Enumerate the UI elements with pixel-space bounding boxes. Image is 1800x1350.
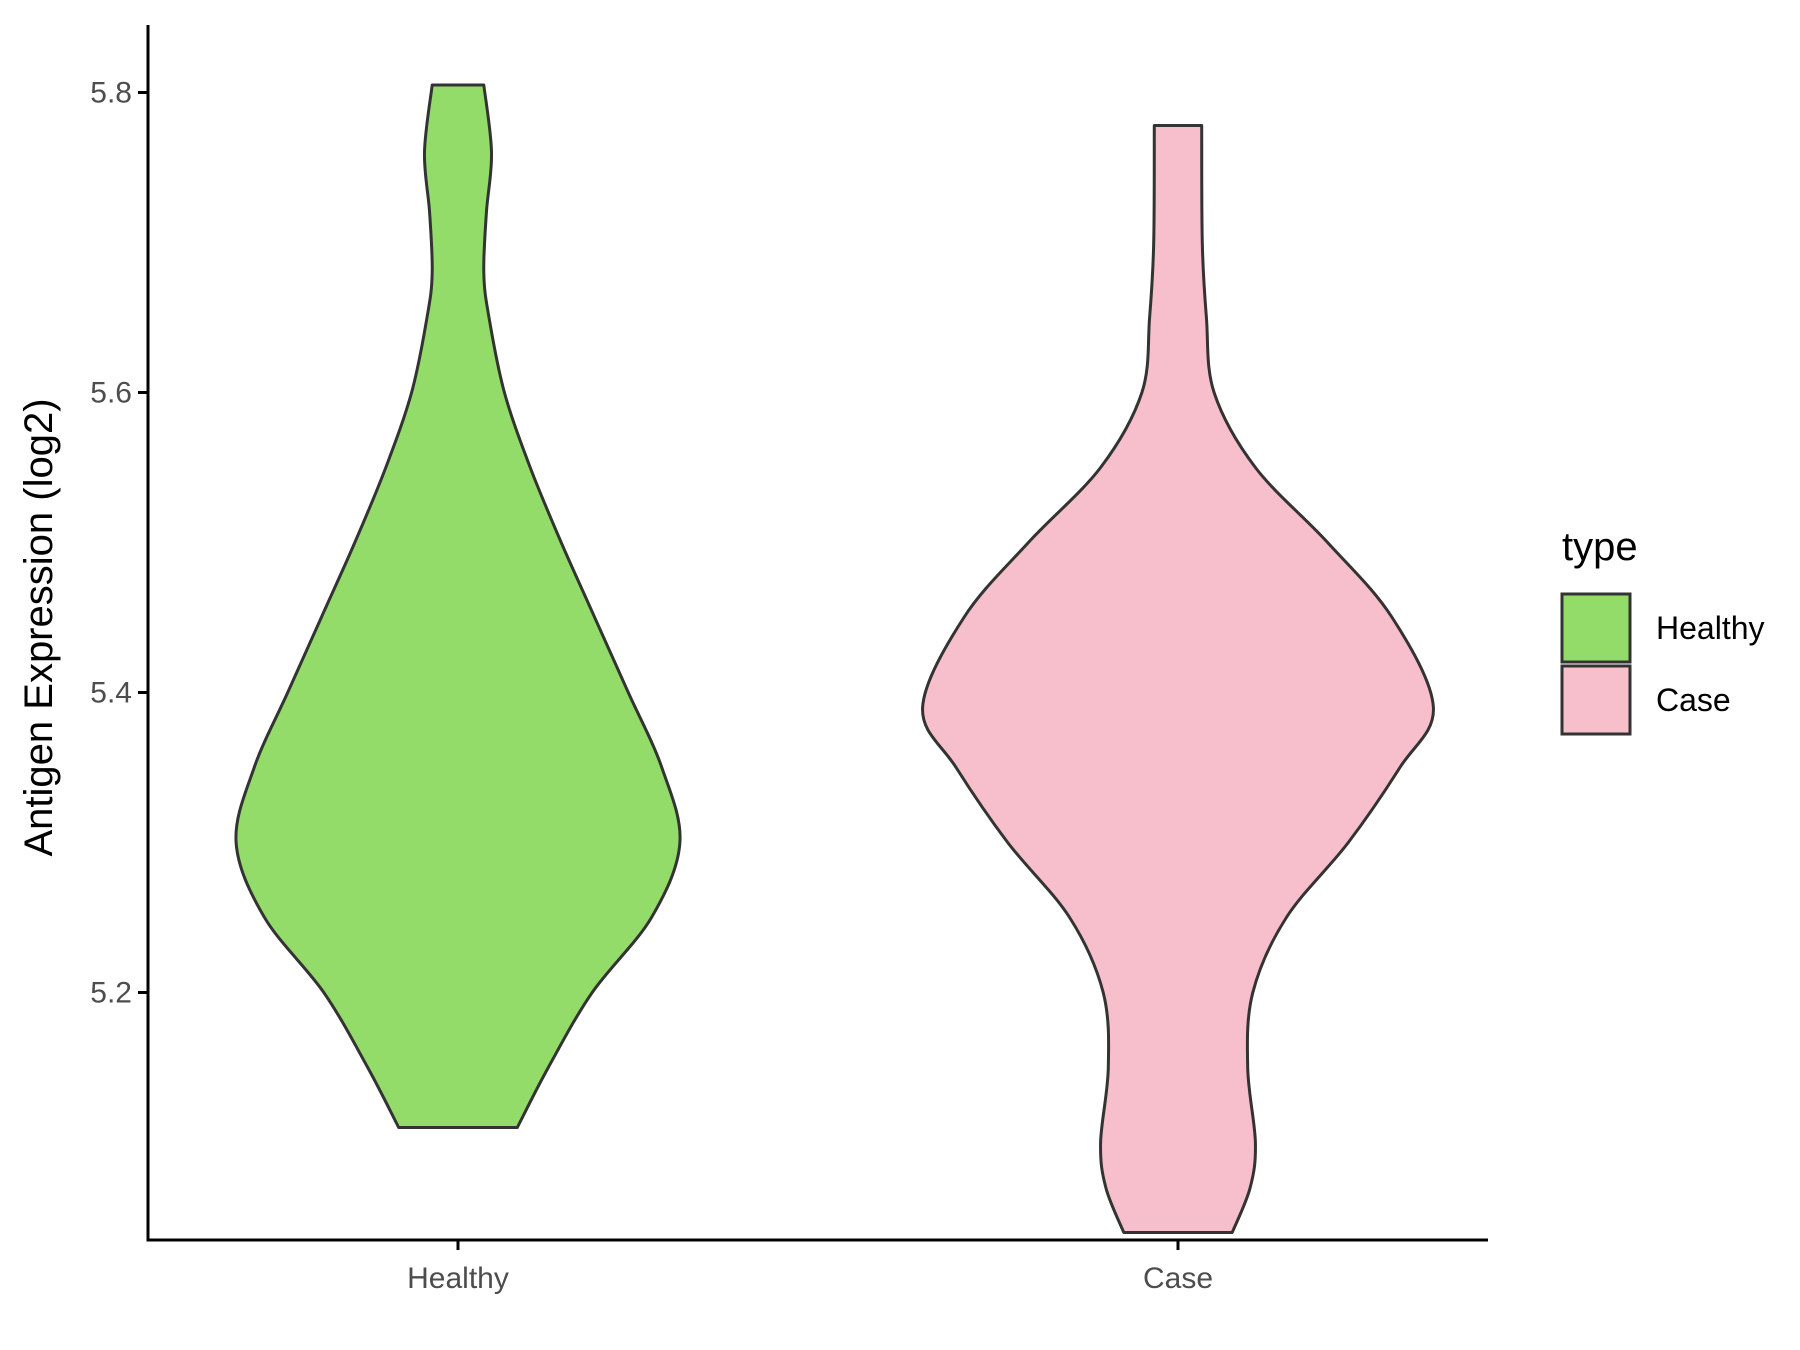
legend-key-healthy [1560, 592, 1632, 664]
violin-case [921, 124, 1435, 1234]
y-tick-label: 5.8 [90, 77, 132, 110]
y-tick-label: 5.4 [90, 677, 132, 710]
legend-title: type [1562, 525, 1638, 569]
y-tick-label: 5.2 [90, 977, 132, 1010]
legend: type Healthy Case [1560, 525, 1765, 736]
plot-area [234, 83, 1435, 1234]
violin-healthy [234, 83, 682, 1129]
axes: Antigen Expression (log2) 5.2 5.4 5.6 5.8 He… [17, 25, 1488, 1295]
x-tick-label: Healthy [407, 1262, 509, 1295]
legend-key-case [1560, 664, 1632, 736]
legend-label-healthy: Healthy [1656, 610, 1765, 646]
legend-label-case: Case [1656, 682, 1731, 718]
y-axis-title: Antigen Expression (log2) [17, 398, 61, 856]
x-tick-label: Case [1143, 1262, 1213, 1295]
y-tick-label: 5.6 [90, 377, 132, 410]
